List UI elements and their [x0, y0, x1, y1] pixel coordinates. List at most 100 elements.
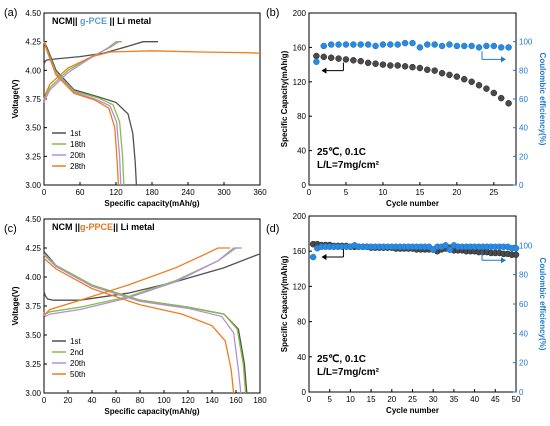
data-point: [342, 41, 350, 48]
x-tick-label: 360: [253, 188, 267, 197]
data-point: [387, 62, 394, 69]
series-line-discharge: [43, 253, 247, 394]
legend-label: 1st: [70, 337, 81, 346]
x-tick-label: 5: [327, 395, 332, 404]
x-axis-title: Specific capacity(mAh/g): [104, 199, 199, 208]
data-point: [335, 55, 342, 62]
data-point: [468, 42, 475, 50]
data-point: [505, 100, 512, 107]
y-tick-label: 3.00: [25, 181, 41, 190]
x-axis-title: Cycle number: [386, 199, 439, 208]
x-tick-label: 120: [109, 188, 123, 197]
x-tick-label: 60: [76, 188, 85, 197]
series-line-charge: [43, 247, 242, 315]
y-right-tick-label: 80: [519, 271, 528, 280]
data-point: [313, 58, 320, 65]
data-point: [416, 64, 424, 72]
x-tick-label: 25: [408, 395, 417, 404]
y-tick-label: 200: [293, 212, 307, 221]
y-right-tick-label: 40: [519, 124, 528, 133]
x-tick-label: 0: [42, 396, 47, 405]
y-tick-label: 3.00: [25, 389, 41, 398]
condition-text: 25℃, 0.1C: [317, 354, 366, 365]
y-tick-label: 4.50: [25, 215, 41, 224]
data-point: [409, 63, 416, 71]
condition-text: 25℃, 0.1C: [317, 147, 366, 158]
data-point: [438, 69, 446, 77]
data-point: [342, 56, 350, 63]
data-point: [424, 66, 431, 74]
x-tick-label: 0: [307, 395, 312, 404]
data-point: [497, 94, 505, 102]
x-tick-label: 15: [367, 395, 376, 404]
x-tick-label: 160: [229, 396, 243, 405]
y-right-tick-label: 80: [519, 66, 528, 75]
legend-label: 1st: [70, 129, 81, 138]
data-point: [490, 42, 498, 50]
y-tick-label: 40: [297, 353, 306, 362]
series-line-charge: [43, 41, 120, 103]
data-point: [453, 42, 461, 50]
x-tick-label: 60: [112, 396, 121, 405]
x-tick-label: 20: [387, 395, 396, 404]
data-point: [505, 44, 512, 51]
y-tick-label: 160: [293, 247, 307, 256]
data-point: [497, 44, 505, 51]
panel-label: (b): [266, 7, 279, 19]
x-tick-label: 120: [181, 396, 195, 405]
title-part: || Li metal: [113, 222, 155, 232]
x-tick-label: 20: [64, 396, 73, 405]
y-tick-label: 40: [297, 147, 306, 156]
panel-label: (d): [266, 223, 279, 235]
arrow-left-head: [321, 254, 327, 261]
data-point: [431, 41, 438, 48]
data-point: [512, 251, 520, 258]
y-axis-title: Voltage(V): [11, 79, 20, 118]
legend-label: 50th: [70, 370, 86, 379]
x-tick-label: 180: [253, 396, 267, 405]
legend-label: 20th: [70, 151, 86, 160]
data-point: [379, 61, 387, 68]
data-point: [379, 41, 387, 48]
title-part: NCM||: [52, 16, 80, 26]
title-part: NCM ||: [52, 222, 80, 232]
x-tick-label: 15: [415, 188, 424, 197]
y-tick-label: 3.50: [25, 331, 41, 340]
data-point: [468, 78, 475, 86]
data-point: [446, 71, 453, 79]
x-tick-label: 80: [136, 396, 145, 405]
legend-label: 28th: [70, 162, 86, 171]
legend-label: 18th: [70, 140, 86, 149]
x-tick-label: 180: [145, 188, 159, 197]
y-right-tick-label: 0: [519, 181, 524, 190]
series-line-charge: [43, 50, 261, 100]
y-right-axis-title: Coulombic efficiency(%): [538, 258, 547, 351]
x-tick-label: 100: [157, 396, 171, 405]
y-tick-label: 3.75: [25, 95, 41, 104]
y-tick-label: 3.75: [25, 302, 41, 311]
y-tick-label: 80: [297, 112, 306, 121]
x-tick-label: 25: [489, 188, 498, 197]
data-point: [461, 42, 468, 50]
data-point: [424, 41, 431, 48]
y-right-tick-label: 20: [519, 359, 528, 368]
plot-frame: [308, 215, 517, 393]
y-right-tick-label: 100: [519, 241, 533, 250]
data-point: [416, 44, 424, 51]
y-tick-label: 120: [293, 282, 307, 291]
y-right-tick-label: 20: [519, 152, 528, 161]
y-tick-label: 0: [302, 181, 307, 190]
panel-c: (c) 0 20 40 60 80 100 120 140 160 180 3.00 3.25 3.50 3…: [4, 215, 267, 416]
data-point: [320, 42, 328, 50]
data-point: [483, 42, 490, 50]
y-right-axis-title: Coulombic efficiency(%): [538, 53, 547, 146]
data-point: [357, 41, 364, 48]
y-tick-label: 4.25: [25, 244, 41, 253]
data-point: [387, 41, 394, 48]
legend-label: 20th: [70, 359, 86, 368]
data-point: [394, 41, 401, 48]
y-axis-title: Voltage(V): [11, 286, 20, 325]
data-point: [327, 54, 335, 61]
data-point: [364, 59, 372, 67]
x-tick-label: 0: [307, 188, 312, 197]
